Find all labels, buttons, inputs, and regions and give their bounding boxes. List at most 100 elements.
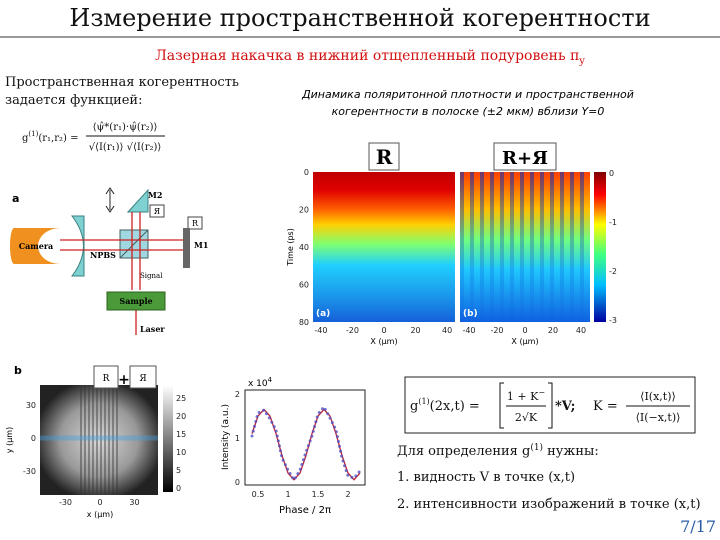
tick-label: -40	[314, 326, 327, 335]
tick-label: 20	[176, 412, 186, 421]
intro-sup: (1)	[530, 442, 543, 453]
box	[93, 365, 119, 389]
tick-label: 20	[299, 206, 309, 215]
tick-label: 80	[299, 318, 309, 327]
brackets	[499, 382, 553, 429]
tick-label: 10	[176, 448, 186, 457]
tick-label: 5	[176, 466, 181, 475]
box-label: R	[103, 374, 110, 384]
tick-label: 2	[235, 390, 240, 399]
visibility-formula: g(1)(2x,t) = 1 + K− 2√K *V; K = ⟨I(x,t)⟩…	[410, 382, 690, 429]
box-label: Я	[139, 374, 146, 384]
tick-label: 0	[31, 434, 36, 443]
panel-title-box	[368, 142, 400, 171]
tick-label: 0.5	[252, 490, 265, 499]
subtitle-text: Лазерная накачка в нижний отщепленный по…	[155, 48, 579, 64]
k-numerator: ⟨I(x,t)⟩	[640, 390, 676, 403]
fraction-denominator: 2√K	[515, 411, 538, 424]
x-axis-label: Phase / 2π	[279, 505, 331, 516]
formula-g: g	[22, 133, 29, 144]
tick-label: 0	[609, 169, 614, 178]
r-tag: R	[192, 219, 199, 228]
box-plus: +	[118, 372, 130, 388]
formula-lhs: g(1)(r₁,r₂) =	[22, 130, 78, 144]
formula-args: (r₁,r₂) =	[38, 133, 78, 144]
sample-label: Sample	[119, 296, 152, 306]
y-axis-label: Time (ps)	[286, 228, 295, 267]
x-axis-label: X (μm)	[511, 337, 538, 346]
panel-label: (b)	[463, 309, 478, 319]
label-box	[149, 204, 165, 218]
tick-label: 20	[548, 326, 558, 335]
tick-label: 40	[576, 326, 586, 335]
setup-diagram: a Camera NPBS M2 Я R M1 Signal Sample La…	[10, 187, 208, 335]
formula-lhs: g(1)(2x,t) =	[410, 397, 480, 414]
colorbar	[594, 172, 606, 322]
x-axis-label: x (μm)	[87, 510, 113, 519]
tick-label: -30	[59, 498, 72, 507]
requirement-item: 2. интенсивности изображений в точке (x,…	[397, 497, 701, 512]
tick-label: -20	[490, 326, 503, 335]
tick-label: 1	[235, 434, 240, 443]
num-sup: −	[538, 388, 545, 397]
fraction-numerator: 1 + K−	[507, 388, 545, 403]
mirror-m2	[126, 188, 149, 213]
k-denominator: ⟨I(−x,t)⟩	[636, 411, 681, 424]
tick-label: -30	[23, 467, 36, 476]
interference-fringes	[80, 385, 120, 495]
tick-label: 0	[522, 326, 527, 335]
m2-label: M2	[148, 190, 162, 200]
tick-label: -40	[462, 326, 475, 335]
heatmap	[313, 172, 455, 322]
tick-label: 2	[345, 490, 350, 499]
npbs-label: NPBS	[90, 250, 116, 260]
scale-label: x 104	[248, 376, 273, 389]
panel-title: R+Я	[502, 148, 548, 169]
page-number: 7/17	[680, 517, 716, 536]
translation-arrow	[105, 187, 115, 213]
intro-end: нужны:	[547, 444, 599, 459]
factor: *V;	[555, 399, 575, 414]
tick-label: -20	[346, 326, 359, 335]
definition-line: задается функцией:	[5, 93, 142, 108]
num: 1 + K	[507, 390, 539, 403]
panel-label: b	[14, 364, 22, 377]
panel-title: R	[376, 145, 393, 169]
intro: Для определения g	[397, 444, 530, 459]
beams	[60, 212, 183, 335]
caption: когерентности в полоске (±2 мкм) вблизи …	[332, 105, 605, 118]
tick-label: 0	[304, 168, 309, 177]
mirror-tag: Я	[154, 207, 161, 216]
tick-label: 40	[299, 243, 309, 252]
camera-label: Camera	[19, 241, 54, 251]
plot-frame	[244, 389, 366, 486]
splitter-diagonal	[119, 229, 149, 259]
k-lhs: K =	[593, 399, 618, 414]
fringes	[460, 172, 590, 322]
camera	[10, 228, 60, 264]
panel-title-box	[493, 142, 557, 171]
m1-label: M1	[194, 240, 208, 250]
formula: g(1)(r₁,r₂) = ⟨ψ̂*(r₁)·ψ̂(r₂)⟩ √⟨I(r₁)⟩ …	[22, 122, 165, 153]
caption: Динамика поляритонной плотности и простр…	[301, 88, 634, 101]
tick-label: 30	[26, 401, 36, 410]
requirements-intro: Для определения g(1) нужны:	[397, 442, 599, 459]
tick-label: 0	[381, 326, 386, 335]
tick-label: 15	[176, 430, 186, 439]
signal-label: Signal	[140, 272, 163, 280]
formula-g: g	[410, 399, 418, 414]
mirror-m1	[183, 228, 190, 268]
tick-label: 1.5	[312, 490, 325, 499]
formula-box	[404, 376, 696, 434]
measured-points	[250, 404, 362, 483]
scale-base: x 10	[248, 379, 268, 389]
label-box	[187, 216, 203, 230]
box	[129, 365, 157, 389]
tick-label: 30	[129, 498, 139, 507]
tick-label: 25	[176, 394, 186, 403]
tick-label: -2	[609, 267, 617, 276]
tick-label: 20	[410, 326, 420, 335]
tick-label: 1	[285, 490, 290, 499]
laser-label: Laser	[140, 324, 165, 334]
